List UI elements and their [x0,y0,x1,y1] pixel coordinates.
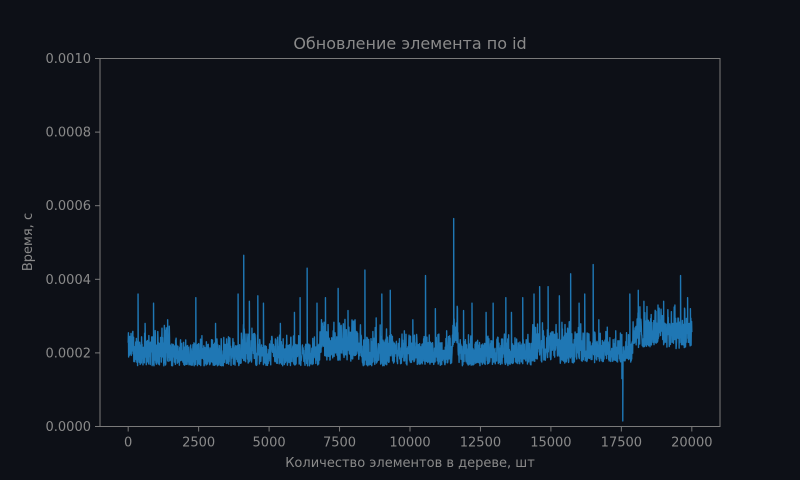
chart-title: Обновление элемента по id [293,34,526,53]
series-line [127,217,693,422]
y-tick-label: 0.0000 [46,420,92,435]
y-tick-label: 0.0008 [46,126,92,141]
y-axis: 0.0000 0.0002 0.0004 0.0006 0.0008 0.0010 [46,52,100,435]
y-tick-label: 0.0006 [46,199,92,214]
y-tick-label: 0.0010 [46,52,92,67]
x-tick-label: 5000 [253,436,286,451]
x-tick-label: 15000 [530,436,571,451]
x-tick-label: 20000 [671,436,712,451]
y-axis-label: Время, с [21,213,36,271]
y-tick-label: 0.0002 [46,346,92,361]
x-tick-label: 12500 [460,436,501,451]
x-tick-label: 10000 [389,436,430,451]
x-tick-label: 0 [124,436,132,451]
x-tick-label: 17500 [601,436,642,451]
series-layer [127,217,693,422]
x-axis-label: Количество элементов в дереве, шт [285,456,535,471]
x-tick-label: 2500 [182,436,215,451]
x-tick-label: 7500 [323,436,356,451]
y-tick-label: 0.0004 [46,273,92,288]
x-axis: 0 2500 5000 7500 10000 12500 15000 17500 20000 [124,426,712,451]
